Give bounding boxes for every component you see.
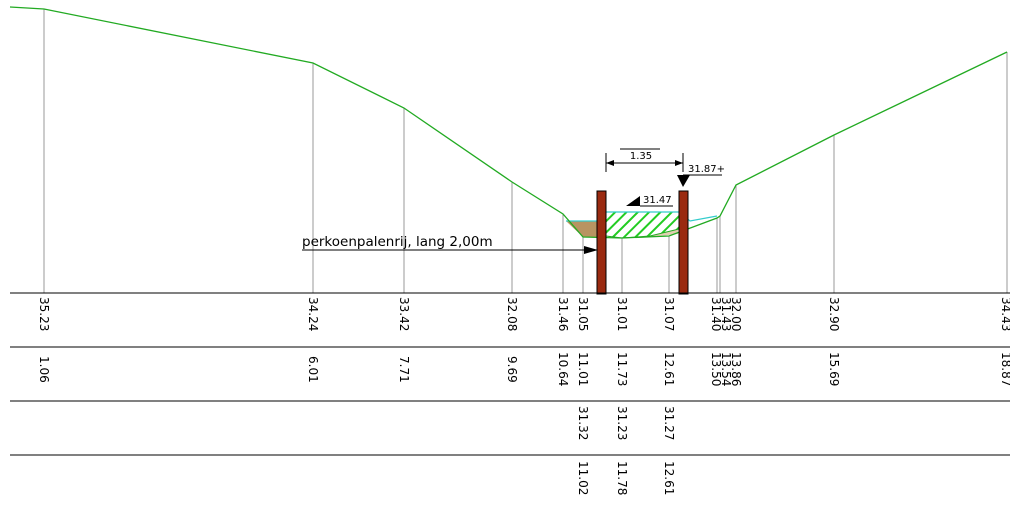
- row-ground-distance: 1.06 6.01 7.71 9.69 10.64 11.01 11.73 12…: [37, 352, 1010, 386]
- level-label-right: 31.87+: [688, 164, 725, 175]
- ground-distance-value: 9.69: [505, 356, 519, 383]
- ground-level-value: 34.43: [999, 297, 1010, 331]
- pile-right: [678, 190, 689, 295]
- ground-distance-value: 1.06: [37, 356, 51, 383]
- ground-distance-value: 15.69: [827, 352, 841, 386]
- level-marker-center: [626, 196, 640, 206]
- ground-level-value: 32.08: [505, 297, 519, 331]
- row-bed-level: 31.32 31.23 31.27: [576, 406, 676, 440]
- ground-distance-value: 11.73: [615, 352, 629, 386]
- ground-distance-value: 6.01: [306, 356, 320, 383]
- bed-distance-value: 11.78: [615, 461, 629, 495]
- bed-distance-value: 12.61: [662, 461, 676, 495]
- bed-distance-value: 11.02: [576, 461, 590, 495]
- level-marker-right: [677, 175, 690, 187]
- bed-level-value: 31.23: [615, 406, 629, 440]
- leader-arrow: [584, 246, 598, 254]
- table-grid: [10, 292, 1010, 456]
- ground-distance-value: 13.50: [709, 352, 723, 386]
- ground-level-value: 34.24: [306, 297, 320, 331]
- row-bed-distance: 11.02 11.78 12.61: [576, 461, 676, 495]
- sediment-fill: [566, 221, 598, 238]
- ground-distance-value: 11.01: [576, 352, 590, 386]
- ground-distance-value: 13.54: [719, 352, 733, 386]
- ground-distance-value: 13.86: [729, 352, 743, 386]
- pile-left: [596, 190, 607, 295]
- ground-distance-value: 10.64: [556, 352, 570, 386]
- bed-level-value: 31.32: [576, 406, 590, 440]
- ground-level-value: 31.46: [556, 297, 570, 331]
- level-label-center: 31.47: [643, 195, 672, 206]
- terrain-profile: [9, 6, 1008, 239]
- station-lines: [43, 9, 1008, 293]
- ground-level-value: 33.42: [397, 297, 411, 331]
- ground-distance-value: 18.87: [999, 352, 1010, 386]
- pile-row-label: perkoenpalenrij, lang 2,00m: [302, 234, 493, 250]
- dimension-spacing: [605, 148, 684, 172]
- ground-level-value: 31.07: [662, 297, 676, 331]
- ground-level-value: 35.23: [37, 297, 51, 331]
- ground-level-value: 31.01: [615, 297, 629, 331]
- bed-level-value: 31.27: [662, 406, 676, 440]
- ground-distance-value: 7.71: [397, 356, 411, 383]
- ground-level-value: 32.00: [729, 297, 743, 331]
- ground-distance-value: 12.61: [662, 352, 676, 386]
- row-ground-level: 35.23 34.24 33.42 32.08 31.46 31.05 31.0…: [37, 297, 1010, 331]
- ground-level-value: 31.43: [719, 297, 733, 331]
- ground-level-value: 31.40: [709, 297, 723, 331]
- ground-level-value: 32.90: [827, 297, 841, 331]
- water-line: [566, 211, 718, 222]
- spacing-label: 1.35: [630, 151, 652, 162]
- ground-level-value: 31.05: [576, 297, 590, 331]
